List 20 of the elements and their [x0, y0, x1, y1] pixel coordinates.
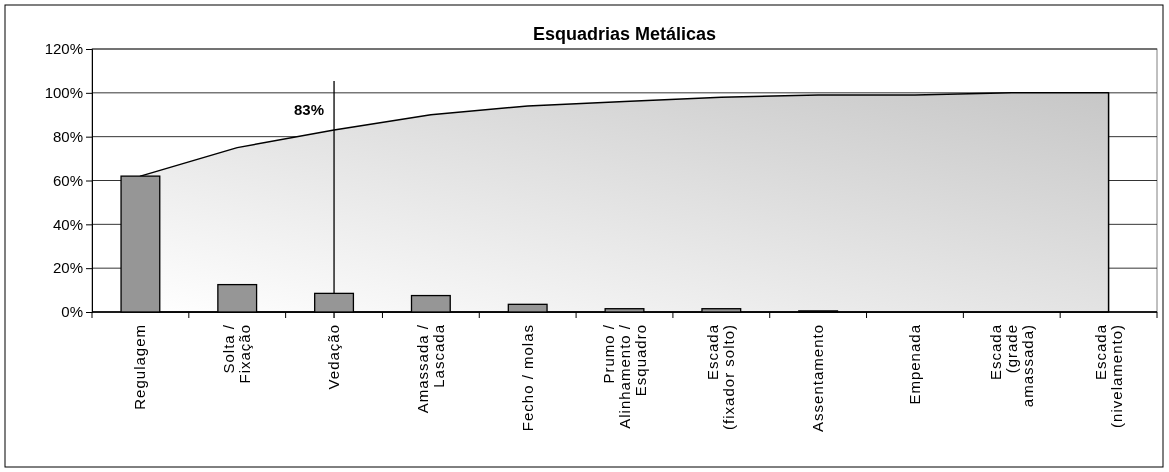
chart-title: Esquadrias Metálicas — [532, 24, 717, 44]
x-tick-label: Vedação — [325, 324, 343, 390]
x-tick-label: Prumo / Alinhamento / Esquadro — [599, 324, 649, 429]
y-tick-label: 40% — [52, 215, 83, 233]
y-tick-label: 120% — [44, 40, 83, 58]
y-tick-label: 80% — [52, 127, 83, 145]
x-tick-label: Regulagem — [131, 324, 149, 410]
x-tick-label: Amassada / Lascada — [413, 324, 447, 414]
y-tick-label: 20% — [52, 259, 83, 277]
x-tick-label: Assentamento — [809, 324, 827, 432]
y-tick-label: 60% — [52, 171, 83, 189]
y-tick-label: 0% — [61, 303, 83, 321]
x-tick-label: Fecho / molas — [518, 324, 536, 432]
x-tick-label: Solta / Fixação — [220, 324, 254, 384]
x-tick-label: Empenada — [905, 324, 923, 405]
x-tick-label: Escada (nivelamento) — [1091, 324, 1125, 428]
y-tick-label: 100% — [44, 84, 83, 102]
ref-line-label: 83% — [294, 101, 325, 118]
x-tick-label: Escada (fixador solto) — [704, 324, 738, 430]
x-tick-label: Escada (grade amassada) — [986, 324, 1036, 408]
